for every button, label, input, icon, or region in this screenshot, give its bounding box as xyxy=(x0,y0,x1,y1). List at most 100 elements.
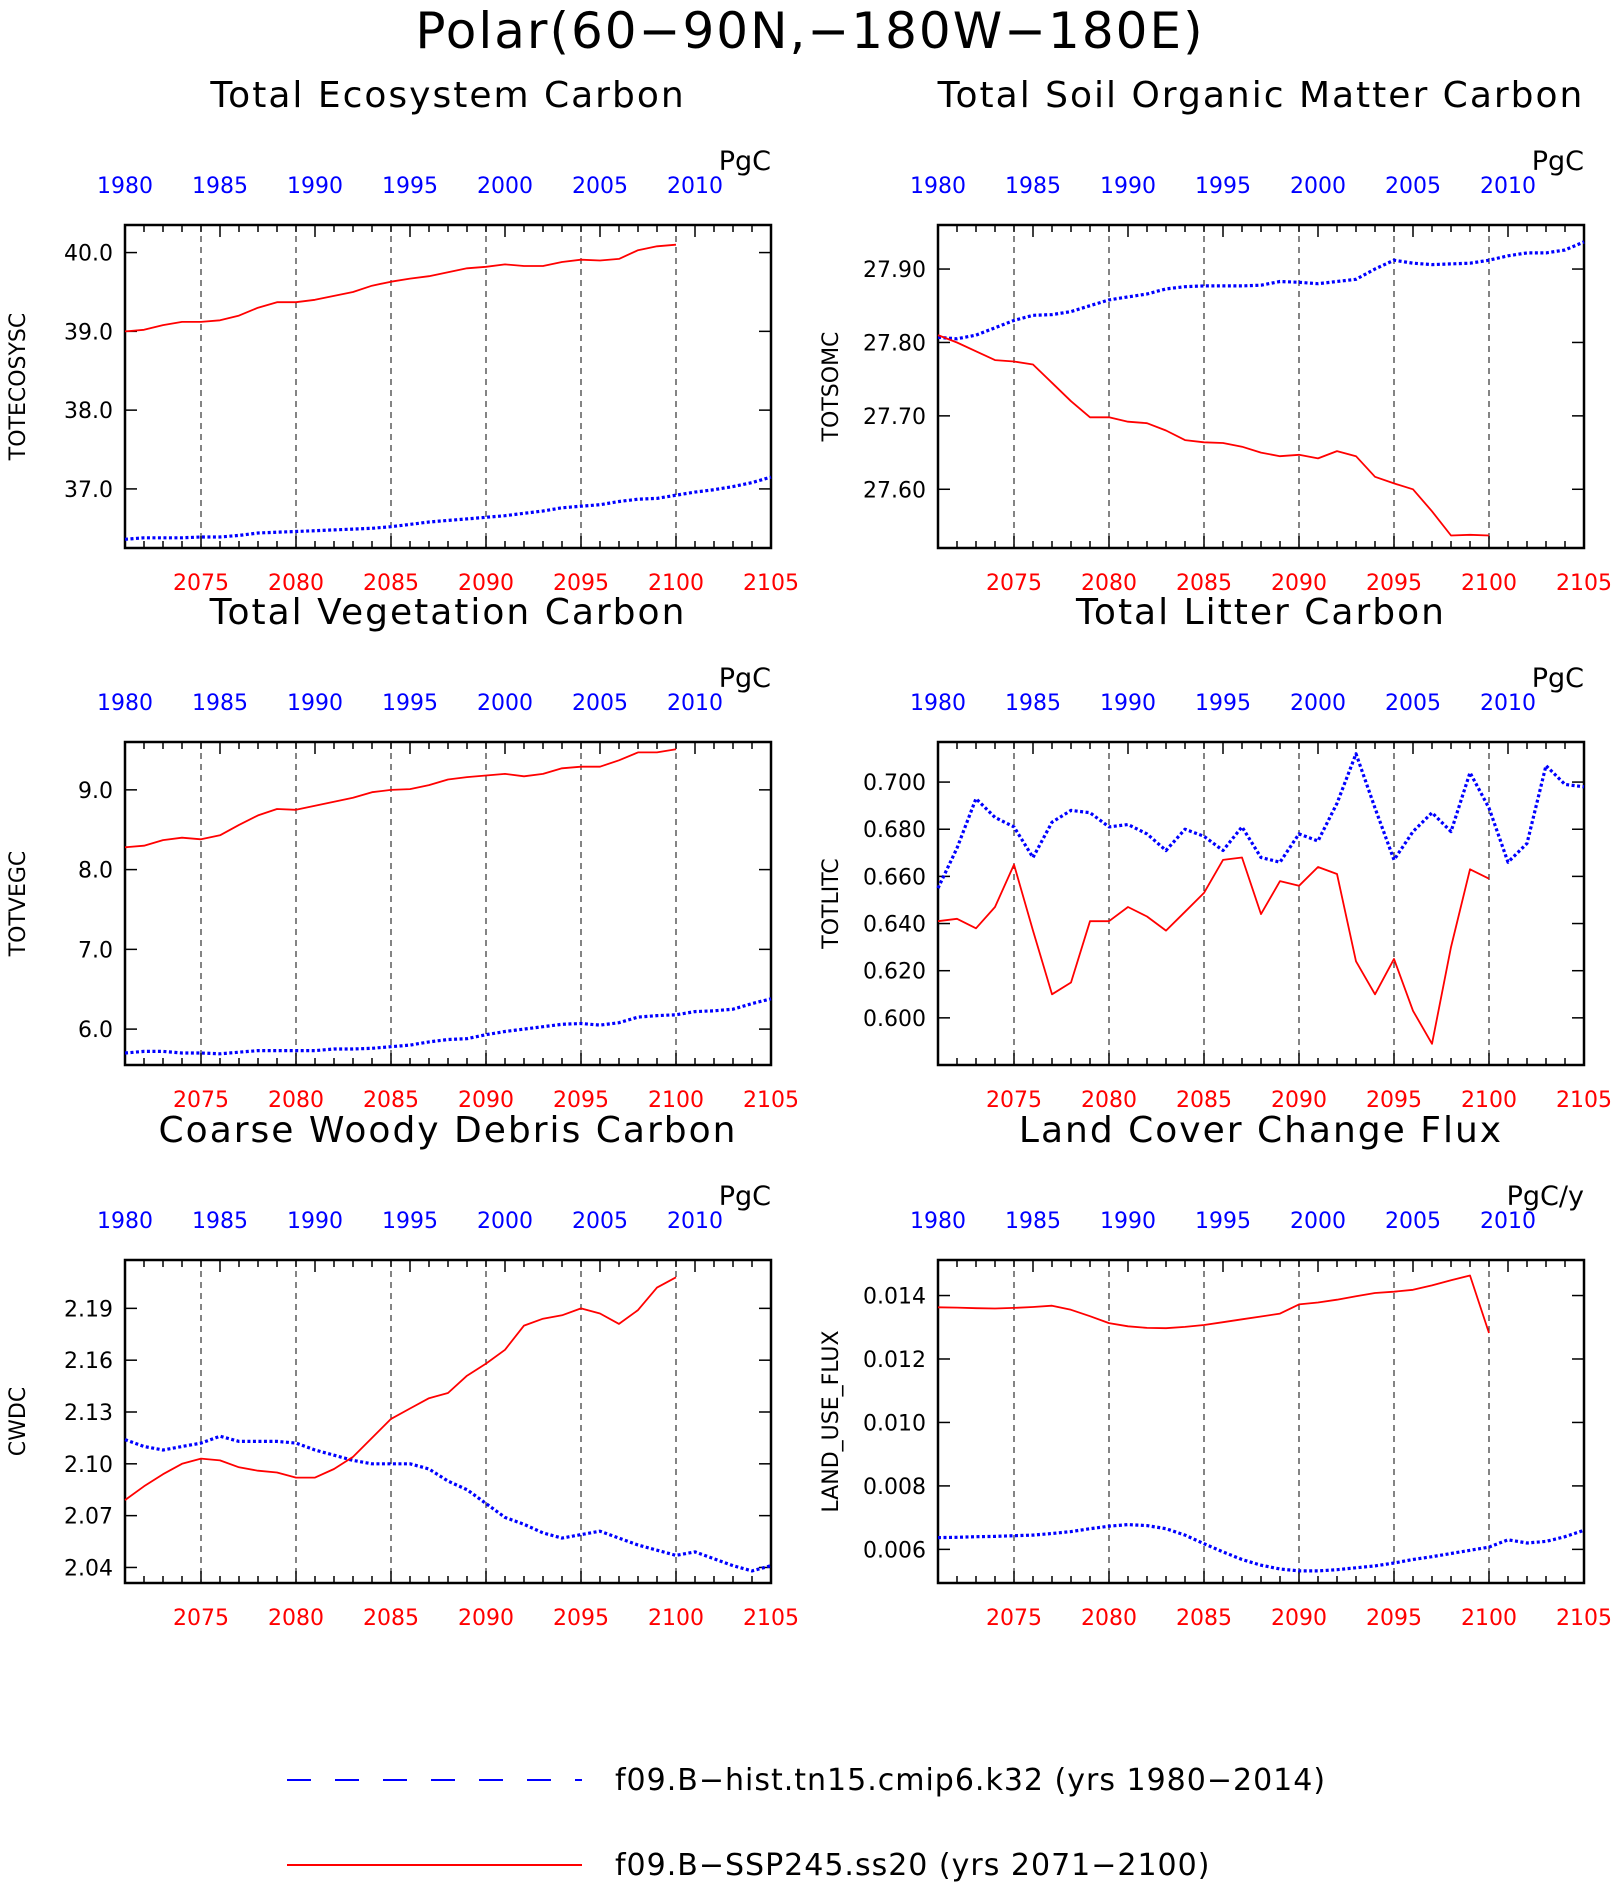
top-tick-label: 1990 xyxy=(287,691,343,716)
legend: f09.B−hist.tn15.cmip6.k32 (yrs 1980−2014… xyxy=(287,1763,1326,1882)
y-tick-label: 2.13 xyxy=(64,1401,113,1426)
bottom-tick-label: 2080 xyxy=(1081,1606,1137,1631)
top-tick-label: 2005 xyxy=(572,1209,628,1234)
top-tick-label: 1995 xyxy=(382,1209,438,1234)
y-tick-label: 40.0 xyxy=(64,242,113,267)
top-tick-label: 1990 xyxy=(287,174,343,199)
bottom-tick-label: 2105 xyxy=(1556,1088,1612,1113)
top-tick-label: 2005 xyxy=(572,691,628,716)
top-tick-label: 1990 xyxy=(1100,691,1156,716)
bottom-tick-label: 2080 xyxy=(268,1088,324,1113)
y-tick-label: 0.014 xyxy=(863,1285,926,1310)
bottom-tick-label: 2105 xyxy=(1556,1606,1612,1631)
series-line-ssp xyxy=(124,243,677,333)
y-tick-label: 39.0 xyxy=(64,320,113,345)
y-axis-label: LAND_USE_FLUX xyxy=(819,1330,844,1512)
unit-label: PgC/y xyxy=(1507,1181,1584,1212)
bottom-tick-label: 2100 xyxy=(648,1606,704,1631)
y-tick-label: 0.660 xyxy=(863,865,926,890)
top-tick-label: 2005 xyxy=(1385,174,1441,199)
top-tick-label: 1980 xyxy=(97,174,153,199)
bottom-tick-label: 2095 xyxy=(553,571,609,596)
panel-title: Total Ecosystem Carbon xyxy=(209,75,685,116)
plot-frame xyxy=(936,1258,1586,1585)
top-tick-label: 1980 xyxy=(97,691,153,716)
figure-title: Polar(60−90N,−180W−180E) xyxy=(415,2,1204,60)
top-tick-label: 1985 xyxy=(192,174,248,199)
top-tick-label: 1985 xyxy=(1005,691,1061,716)
bottom-tick-label: 2075 xyxy=(173,1088,229,1113)
bottom-tick-label: 2100 xyxy=(648,1088,704,1113)
series-line-hist xyxy=(937,1522,1585,1573)
top-tick-label: 2000 xyxy=(477,174,533,199)
bottom-tick-label: 2090 xyxy=(458,1606,514,1631)
y-tick-label: 7.0 xyxy=(78,938,113,963)
bottom-tick-label: 2090 xyxy=(458,1088,514,1113)
bottom-tick-label: 2100 xyxy=(1461,571,1517,596)
top-tick-label: 1985 xyxy=(192,1209,248,1234)
top-tick-label: 2010 xyxy=(1480,691,1536,716)
legend-label-hist: f09.B−hist.tn15.cmip6.k32 (yrs 1980−2014… xyxy=(615,1763,1326,1798)
bottom-tick-label: 2085 xyxy=(1176,571,1232,596)
bottom-tick-label: 2105 xyxy=(1556,571,1612,596)
top-tick-label: 2005 xyxy=(572,174,628,199)
y-tick-label: 0.680 xyxy=(863,818,926,843)
top-tick-label: 1990 xyxy=(287,1209,343,1234)
bottom-tick-label: 2095 xyxy=(553,1606,609,1631)
top-tick-label: 1990 xyxy=(1100,1209,1156,1234)
series-line-ssp xyxy=(937,1274,1490,1334)
bottom-tick-label: 2080 xyxy=(268,571,324,596)
top-tick-label: 2010 xyxy=(667,174,723,199)
y-tick-label: 2.19 xyxy=(64,1297,113,1322)
y-tick-label: 2.04 xyxy=(64,1556,113,1581)
y-axis-label: CWDC xyxy=(6,1387,31,1456)
series-line-ssp xyxy=(124,748,677,849)
y-tick-label: 0.012 xyxy=(863,1348,926,1373)
top-tick-label: 1995 xyxy=(1195,1209,1251,1234)
y-tick-label: 8.0 xyxy=(78,859,113,884)
bottom-tick-label: 2090 xyxy=(1271,571,1327,596)
panel-title: Land Cover Change Flux xyxy=(1019,1110,1503,1151)
y-tick-label: 27.80 xyxy=(863,331,926,356)
y-tick-label: 37.0 xyxy=(64,478,113,503)
top-tick-label: 2000 xyxy=(1290,691,1346,716)
top-tick-label: 2000 xyxy=(1290,174,1346,199)
bottom-tick-label: 2095 xyxy=(553,1088,609,1113)
series-line-hist xyxy=(937,240,1585,341)
unit-label: PgC xyxy=(719,663,771,694)
top-tick-label: 1980 xyxy=(910,691,966,716)
bottom-tick-label: 2085 xyxy=(363,571,419,596)
bottom-tick-label: 2080 xyxy=(1081,1088,1137,1113)
plot-frame xyxy=(123,1258,773,1585)
y-tick-label: 0.006 xyxy=(863,1538,926,1563)
plot-frame xyxy=(936,223,1586,550)
bottom-tick-label: 2085 xyxy=(363,1606,419,1631)
bottom-tick-label: 2090 xyxy=(458,571,514,596)
top-tick-label: 1995 xyxy=(382,691,438,716)
panel-total-soil-organic-matter-carbon: Total Soil Organic Matter Carbon PgC 2075 2… xyxy=(819,75,1612,596)
top-tick-label: 2010 xyxy=(667,691,723,716)
bottom-tick-label: 2075 xyxy=(986,1606,1042,1631)
bottom-tick-label: 2105 xyxy=(743,1088,799,1113)
bottom-tick-label: 2085 xyxy=(363,1088,419,1113)
top-tick-label: 1995 xyxy=(1195,174,1251,199)
top-tick-label: 2000 xyxy=(477,691,533,716)
y-tick-label: 27.60 xyxy=(863,478,926,503)
y-tick-label: 0.010 xyxy=(863,1411,926,1436)
top-tick-label: 1995 xyxy=(382,174,438,199)
y-tick-label: 0.620 xyxy=(863,960,926,985)
bottom-tick-label: 2075 xyxy=(986,1088,1042,1113)
y-axis-label: TOTLITC xyxy=(819,858,844,949)
panel-title: Total Soil Organic Matter Carbon xyxy=(937,75,1585,116)
y-tick-label: 0.700 xyxy=(863,771,926,796)
y-tick-label: 0.600 xyxy=(863,1007,926,1032)
top-tick-label: 2000 xyxy=(1290,1209,1346,1234)
series-line-ssp xyxy=(124,1276,677,1501)
panel-title: Coarse Woody Debris Carbon xyxy=(159,1110,738,1151)
y-tick-label: 38.0 xyxy=(64,399,113,424)
unit-label: PgC xyxy=(1532,663,1584,694)
plot-frame xyxy=(123,223,773,550)
series-line-hist xyxy=(936,752,1585,889)
y-tick-label: 27.90 xyxy=(863,258,926,283)
